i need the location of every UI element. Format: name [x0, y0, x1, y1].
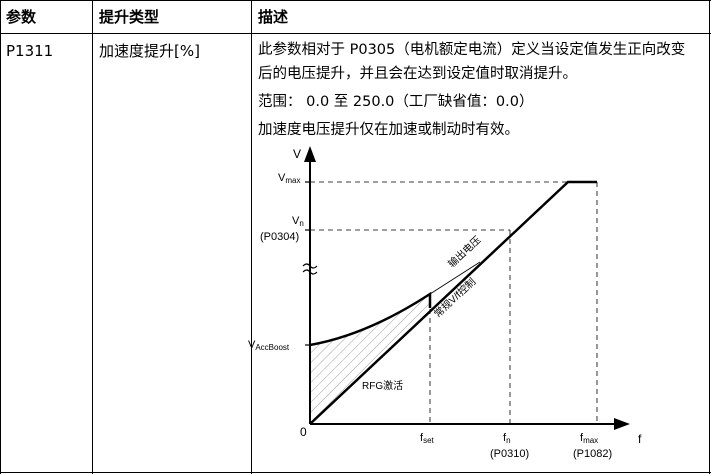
hatched-area [310, 294, 430, 424]
tick-marks [305, 181, 310, 346]
column-divider-1 [92, 0, 93, 474]
vn-param: (P0304) [260, 231, 299, 243]
table-border-left [0, 0, 1, 474]
table-border-bottom [0, 472, 711, 473]
table-border-right [709, 0, 710, 474]
desc-note: 加速度电压提升仅在加速或制动时有效。 [258, 122, 519, 138]
desc-line-1: 此参数相对于 P0305（电机额定电流）定义当设定值发生正向改变 [258, 42, 686, 58]
desc-line-2: 后的电压提升，并且会在达到设定值时取消提升。 [258, 66, 577, 82]
vn-label: Vn [292, 215, 304, 228]
vmax-label: Vmax [278, 172, 300, 185]
fmax-param: (P1082) [573, 448, 612, 460]
x-axis-label: f [638, 432, 642, 446]
header-desc: 描述 [258, 8, 289, 26]
boost-type: 加速度提升[%] [99, 42, 200, 60]
fset-label: fset [420, 432, 435, 445]
fn-label: fn [503, 432, 511, 445]
rfg-active-label: RFG激活 [362, 379, 403, 392]
column-divider-2 [251, 0, 252, 474]
y-axis-label: V [293, 147, 301, 161]
boost-curve [309, 291, 432, 347]
vboost-label: VAccBoost [248, 339, 290, 352]
y-axis-arrow [304, 146, 316, 162]
vf-characteristic [309, 180, 597, 425]
param-number: P1311 [6, 42, 54, 60]
fmax-label: fmax [580, 432, 598, 445]
fn-param: (P0310) [490, 448, 529, 460]
x-axis-arrow [614, 418, 630, 430]
guide-lines [310, 181, 598, 424]
table-border-top [0, 0, 711, 1]
axis-break [302, 263, 318, 275]
header-type: 提升类型 [99, 8, 160, 26]
desc-range: 范围： 0.0 至 250.0（工厂缺省值：0.0） [258, 94, 534, 110]
normal-vf-label: 常规V/f控制 [431, 275, 478, 320]
transition-line [429, 261, 481, 295]
output-voltage-label: 输出电压 [445, 233, 483, 270]
header-divider [0, 33, 711, 34]
header-param: 参数 [6, 8, 37, 26]
origin-label: 0 [300, 425, 307, 439]
